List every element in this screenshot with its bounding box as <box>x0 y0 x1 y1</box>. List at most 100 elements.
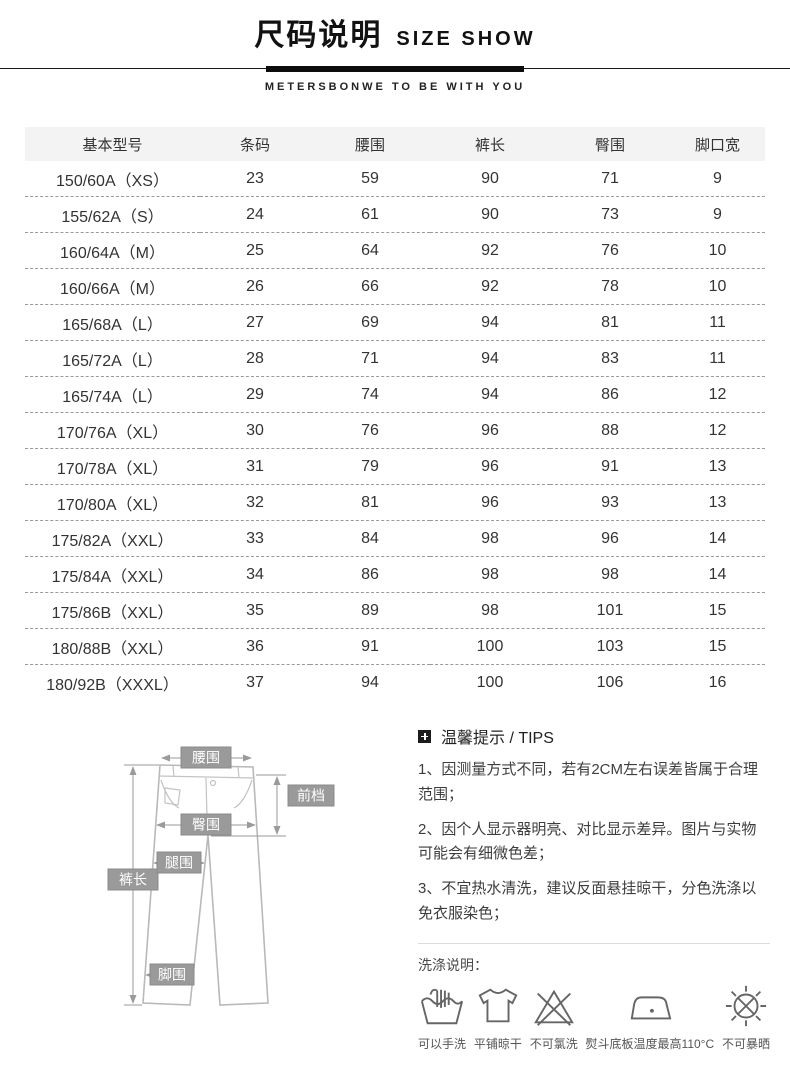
table-cell: 98 <box>430 556 550 593</box>
table-cell: 165/68A（L） <box>25 304 200 341</box>
size-table-body: 150/60A（XS） 23 59 90 71 9 155/62A（S） 24 61 90 73 9 1… <box>25 161 765 700</box>
table-cell: 37 <box>246 673 264 691</box>
size-table-head-row: 基本型号 条码 腰围 裤长 臀围 脚口宽 <box>25 127 765 161</box>
table-cell: 64 <box>310 232 430 269</box>
iron-max-110-icon <box>630 995 672 1019</box>
table-row: 175/84A（XXL） 34 86 98 98 14 <box>25 556 765 593</box>
tips-heading-text: 温馨提示 / TIPS <box>441 730 554 747</box>
table-row: 160/66A（M） 26 66 92 78 10 <box>25 268 765 305</box>
table-cell: 29 <box>200 376 310 413</box>
table-row: 170/78A（XL） 31 79 96 91 13 <box>25 448 765 485</box>
header-divider <box>0 66 790 72</box>
table-cell: 170/76A（XL） <box>25 412 200 449</box>
table-cell: 16 <box>708 673 727 691</box>
table-cell: 61 <box>310 196 430 233</box>
table-cell: 32 <box>200 484 310 521</box>
page-header: 尺码说明 SIZE SHOW METERSBONWE TO BE WITH YO… <box>0 0 790 93</box>
table-cell: 10 <box>670 268 765 305</box>
table-cell: 15 <box>670 628 765 665</box>
table-cell: 88 <box>550 412 670 449</box>
no-bleach-icon <box>533 989 574 1026</box>
leg-opening-label-box <box>149 963 195 986</box>
table-cell: 28 <box>200 340 310 377</box>
table-cell: 9 <box>670 161 765 197</box>
table-cell: 92 <box>430 232 550 269</box>
table-row: 170/80A（XL） 32 81 96 93 13 <box>25 484 765 521</box>
table-cell: 36 <box>200 628 310 665</box>
table-cell: 66 <box>310 268 430 305</box>
table-cell: 9 <box>670 196 765 233</box>
table-cell: 94 <box>430 340 550 377</box>
table-cell: 13 <box>670 448 765 485</box>
washing-label: 熨斗底板温度最高110°C <box>585 1036 715 1051</box>
table-cell: 94 <box>430 376 550 413</box>
size-table-section: 基本型号 条码 腰围 裤长 臀围 脚口宽 150/60A（XS） 23 59 90 71 9 155/… <box>25 127 765 700</box>
table-cell: 103 <box>550 628 670 665</box>
waist-label-box <box>180 746 232 769</box>
table-cell: 14 <box>670 520 765 557</box>
table-cell: 10 <box>670 232 765 269</box>
table-cell: 81 <box>310 484 430 521</box>
table-cell: 150/60A（XS） <box>25 161 200 197</box>
washing-item-iron: 熨斗底板温度最高110°C <box>585 983 715 1052</box>
table-row: 175/86B（XXL） 35 89 98 101 15 <box>25 592 765 629</box>
washing-label: 不可氯洗 <box>529 1036 578 1051</box>
table-cell: 24 <box>200 196 310 233</box>
table-cell: 25 <box>200 232 310 269</box>
flat-dry-icon <box>478 988 518 1022</box>
table-cell: 34 <box>200 556 310 593</box>
pants-length-label: 裤长 <box>119 872 147 888</box>
table-cell: 96 <box>430 412 550 449</box>
table-cell: 106 <box>596 673 624 691</box>
table-cell: 73 <box>550 196 670 233</box>
table-cell: 98 <box>550 556 670 593</box>
hip-label: 臀围 <box>192 817 220 833</box>
table-row: 170/76A（XL） 30 76 96 88 12 <box>25 412 765 449</box>
table-cell: 96 <box>430 448 550 485</box>
table-cell: 98 <box>430 592 550 629</box>
table-cell: 14 <box>670 556 765 593</box>
table-row: 150/60A（XS） 23 59 90 71 9 <box>25 161 765 197</box>
table-cell: 23 <box>200 161 310 197</box>
table-row: 180/88B（XXL） 36 91 100 103 15 <box>25 628 765 665</box>
table-cell: 13 <box>670 484 765 521</box>
no-sun-icon <box>725 985 767 1026</box>
washing-icons-row: 可以手洗 平铺晾干 不可氯洗 熨斗底板温度最高11 <box>418 983 770 1052</box>
column-header: 臀围 <box>550 127 670 161</box>
table-cell: 30 <box>200 412 310 449</box>
fly-line <box>205 777 208 819</box>
waistband-line <box>158 775 255 779</box>
table-cell: 170/78A（XL） <box>25 448 200 485</box>
table-cell: 165/74A（L） <box>25 376 200 413</box>
table-cell: 15 <box>670 592 765 629</box>
table-row: 160/64A（M） 25 64 92 76 10 <box>25 232 765 269</box>
table-cell: 12 <box>670 412 765 449</box>
table-cell: 12 <box>670 376 765 413</box>
left-pocket-curve <box>160 779 180 809</box>
washing-label: 可以手洗 <box>418 1036 467 1051</box>
table-cell: 76 <box>550 232 670 269</box>
tip-item-2: 2、因个人显示器明亮、对比显示差异。图片与实物可能会有细微色差； <box>418 820 757 863</box>
title-english: SIZE SHOW <box>396 28 536 50</box>
table-row: 180/92B（XXXL） 37 94 100 106 16 <box>25 665 765 701</box>
table-cell: 180/92B（XXXL） <box>46 676 179 694</box>
hip-label-box <box>180 813 232 836</box>
pants-length-ticks <box>124 764 159 1006</box>
washing-heading: 洗涤说明： <box>418 956 488 973</box>
column-header: 腰围 <box>310 127 430 161</box>
table-cell: 96 <box>550 520 670 557</box>
pants-measurement-diagram: 腰围 裤长 前档 臀围 腿围 脚围 <box>0 718 390 1083</box>
table-cell: 11 <box>670 340 765 377</box>
size-table: 基本型号 条码 腰围 裤长 臀围 脚口宽 150/60A（XS） 23 59 90 71 9 155/… <box>25 127 765 700</box>
button <box>209 779 217 787</box>
tip-item-1: 1、因测量方式不同，若有2CM左右误差皆属于合理范围； <box>418 761 759 803</box>
table-cell: 59 <box>310 161 430 197</box>
table-cell: 79 <box>310 448 430 485</box>
pants-length-label-box <box>107 868 159 891</box>
table-row: 165/74A（L） 29 74 94 86 12 <box>25 376 765 413</box>
thigh-label-box <box>156 851 202 874</box>
washing-item-hand-wash: 可以手洗 <box>418 983 466 1052</box>
washing-item-flat-dry: 平铺晾干 <box>474 983 522 1052</box>
bottom-section: 腰围 裤长 前档 臀围 腿围 脚围 <box>0 718 790 1083</box>
washing-label: 平铺晾干 <box>473 1036 522 1051</box>
